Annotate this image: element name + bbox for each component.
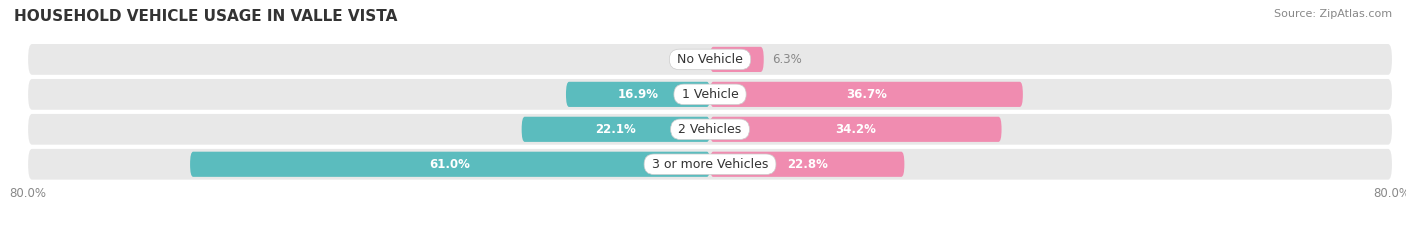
Text: No Vehicle: No Vehicle	[673, 53, 747, 66]
FancyBboxPatch shape	[567, 82, 710, 107]
Text: 61.0%: 61.0%	[430, 158, 471, 171]
FancyBboxPatch shape	[710, 117, 1001, 142]
Text: 22.1%: 22.1%	[596, 123, 637, 136]
Text: 3 or more Vehicles: 3 or more Vehicles	[648, 158, 772, 171]
FancyBboxPatch shape	[28, 79, 1392, 110]
FancyBboxPatch shape	[28, 114, 1392, 145]
Legend: Owner-occupied, Renter-occupied: Owner-occupied, Renter-occupied	[583, 230, 837, 233]
Text: 1 Vehicle: 1 Vehicle	[678, 88, 742, 101]
FancyBboxPatch shape	[710, 152, 904, 177]
Text: HOUSEHOLD VEHICLE USAGE IN VALLE VISTA: HOUSEHOLD VEHICLE USAGE IN VALLE VISTA	[14, 9, 398, 24]
Text: 34.2%: 34.2%	[835, 123, 876, 136]
FancyBboxPatch shape	[710, 47, 763, 72]
Text: 16.9%: 16.9%	[617, 88, 658, 101]
FancyBboxPatch shape	[28, 44, 1392, 75]
FancyBboxPatch shape	[190, 152, 710, 177]
FancyBboxPatch shape	[522, 117, 710, 142]
Text: 0.0%: 0.0%	[672, 53, 702, 66]
Text: 22.8%: 22.8%	[787, 158, 828, 171]
Text: 36.7%: 36.7%	[846, 88, 887, 101]
FancyBboxPatch shape	[28, 149, 1392, 180]
FancyBboxPatch shape	[710, 82, 1022, 107]
Text: Source: ZipAtlas.com: Source: ZipAtlas.com	[1274, 9, 1392, 19]
Text: 2 Vehicles: 2 Vehicles	[675, 123, 745, 136]
Text: 6.3%: 6.3%	[772, 53, 801, 66]
